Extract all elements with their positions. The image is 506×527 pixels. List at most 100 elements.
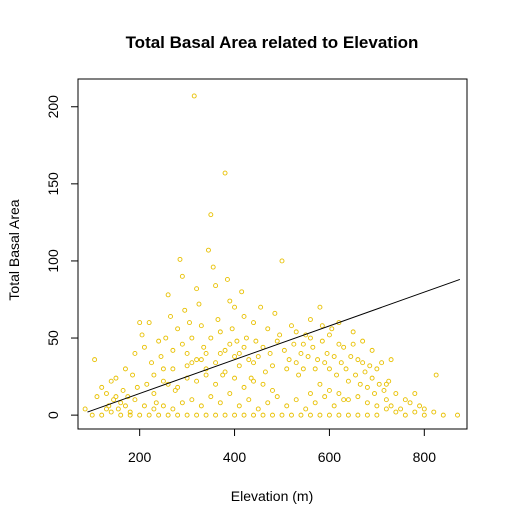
- data-point: [322, 394, 328, 400]
- data-point: [381, 388, 387, 393]
- data-point: [360, 360, 366, 366]
- data-point: [279, 412, 285, 418]
- data-point: [308, 335, 313, 341]
- data-point: [374, 412, 380, 418]
- data-point: [341, 344, 347, 350]
- data-point: [274, 338, 280, 344]
- data-point: [322, 360, 328, 366]
- data-point: [113, 394, 119, 400]
- data-point: [298, 350, 304, 356]
- data-point: [336, 341, 342, 347]
- data-point: [203, 372, 209, 378]
- x-axis: 200 400 600 800: [128, 428, 437, 465]
- data-point: [317, 304, 323, 310]
- data-point: [160, 403, 166, 409]
- data-point: [198, 357, 204, 363]
- data-point: [357, 381, 363, 387]
- data-point: [222, 347, 228, 353]
- data-point: [326, 366, 332, 372]
- data-point: [270, 363, 275, 369]
- data-point: [213, 360, 219, 366]
- data-point: [455, 412, 460, 418]
- data-point: [319, 323, 325, 329]
- data-point: [165, 292, 171, 298]
- data-point: [345, 397, 351, 403]
- data-point: [251, 320, 256, 326]
- data-point: [210, 264, 216, 270]
- data-point: [177, 256, 183, 262]
- data-point: [393, 409, 399, 415]
- data-point: [236, 363, 242, 369]
- data-point: [331, 354, 337, 359]
- data-point: [206, 247, 211, 253]
- data-point: [383, 406, 389, 412]
- data-point: [279, 258, 285, 264]
- data-point: [130, 372, 136, 378]
- data-point: [153, 400, 159, 406]
- data-point: [234, 338, 240, 344]
- data-point: [364, 400, 370, 406]
- data-point: [139, 332, 145, 338]
- data-point: [251, 378, 256, 384]
- data-point: [198, 403, 204, 409]
- data-point: [383, 381, 389, 387]
- data-points: [82, 93, 460, 418]
- data-point: [141, 403, 147, 409]
- data-point: [158, 354, 164, 359]
- data-point: [246, 357, 252, 363]
- data-point: [355, 412, 361, 418]
- data-point: [310, 344, 316, 350]
- data-point: [104, 391, 109, 396]
- data-point: [146, 412, 152, 418]
- data-point: [274, 394, 280, 400]
- data-point: [350, 329, 356, 335]
- data-point: [172, 388, 178, 393]
- y-tick-label: 0: [45, 411, 61, 419]
- data-point: [241, 384, 247, 390]
- data-point: [251, 412, 256, 418]
- data-point: [355, 357, 361, 363]
- data-point: [293, 397, 299, 403]
- data-point: [374, 403, 380, 409]
- data-point: [265, 326, 271, 332]
- data-point: [312, 366, 318, 372]
- data-point: [137, 412, 143, 418]
- data-point: [134, 384, 140, 390]
- data-point: [229, 326, 235, 332]
- data-point: [156, 412, 162, 418]
- data-point: [232, 354, 237, 359]
- data-point: [388, 357, 394, 363]
- data-point: [281, 347, 287, 353]
- y-tick-label: 200: [45, 95, 61, 119]
- data-point: [213, 381, 219, 387]
- data-point: [222, 412, 228, 418]
- data-point: [343, 366, 349, 372]
- data-point: [355, 394, 361, 400]
- data-point: [106, 403, 112, 409]
- x-tick-label: 800: [413, 449, 437, 465]
- y-tick-label: 150: [45, 172, 61, 196]
- data-point: [421, 412, 427, 418]
- data-point: [293, 329, 299, 335]
- data-point: [232, 375, 237, 381]
- data-point: [338, 360, 344, 366]
- data-point: [217, 400, 223, 406]
- data-point: [94, 394, 100, 400]
- data-point: [82, 406, 88, 412]
- data-point: [291, 341, 297, 347]
- data-point: [146, 320, 152, 326]
- data-point: [122, 366, 128, 372]
- data-point: [194, 286, 200, 292]
- data-point: [374, 366, 380, 372]
- data-point: [132, 350, 138, 356]
- data-point: [376, 381, 382, 387]
- data-point: [175, 384, 181, 390]
- data-point: [179, 273, 185, 279]
- data-point: [184, 350, 190, 356]
- data-point: [132, 397, 138, 403]
- data-point: [412, 391, 418, 396]
- data-point: [362, 369, 368, 375]
- data-point: [286, 357, 292, 363]
- data-point: [232, 304, 237, 310]
- data-point: [319, 338, 325, 344]
